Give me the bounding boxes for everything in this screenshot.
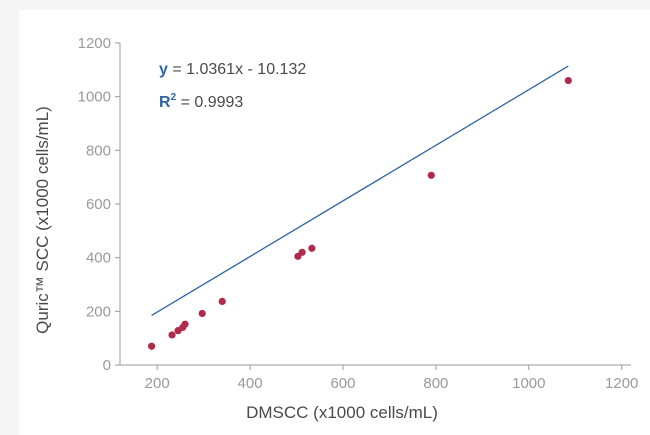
- data-point: [198, 309, 206, 318]
- x-tick-label: 800: [423, 375, 448, 392]
- equation-y-label: y: [159, 61, 168, 78]
- x-tick-label: 600: [330, 375, 355, 392]
- y-tick-label: 800: [86, 142, 111, 159]
- x-tick-label: 200: [145, 375, 170, 392]
- y-tick-label: 600: [86, 196, 111, 213]
- trendline: [151, 65, 569, 317]
- data-point: [218, 297, 226, 306]
- scatter-chart: 0 200 400 600 800 1000 1200 200 400 600 800 1000 120…: [33, 35, 639, 422]
- y-tick-label: 400: [86, 250, 111, 267]
- axes: 0 200 400 600 800 1000 1200 200 400 600 800 1000 120…: [78, 35, 639, 392]
- y-tick-label: 0: [103, 357, 111, 374]
- r-squared-value: = 0.9993: [176, 94, 243, 111]
- y-tick-label: 1000: [78, 89, 111, 106]
- x-tick-label: 400: [238, 375, 263, 392]
- data-point: [427, 171, 435, 179]
- x-axis-title: DMSCC (x1000 cells/mL): [246, 403, 438, 422]
- regression-equation: y = 1.0361x - 10.132: [159, 61, 306, 78]
- data-point: [308, 244, 316, 252]
- points-group: [147, 76, 572, 350]
- data-point: [564, 76, 572, 85]
- r-squared-superscript: 2: [171, 92, 177, 103]
- y-tick-label: 1200: [78, 35, 111, 52]
- equation-text: = 1.0361x - 10.132: [168, 61, 306, 78]
- data-point: [147, 342, 156, 350]
- chart-figure: 0 200 400 600 800 1000 1200 200 400 600 800 1000 120…: [19, 10, 650, 435]
- x-tick-label: 1000: [512, 375, 545, 392]
- data-point: [298, 248, 306, 256]
- data-point: [168, 331, 176, 339]
- data-point: [181, 320, 189, 328]
- r-squared-r: R: [159, 94, 171, 111]
- r-squared-label: R2 = 0.9993: [159, 92, 243, 111]
- y-tick-label: 200: [86, 303, 111, 320]
- y-axis-title: Quric™ SCC (x1000 cells/mL): [33, 106, 52, 334]
- x-tick-label: 1200: [605, 375, 638, 392]
- trendline-group: [151, 65, 569, 317]
